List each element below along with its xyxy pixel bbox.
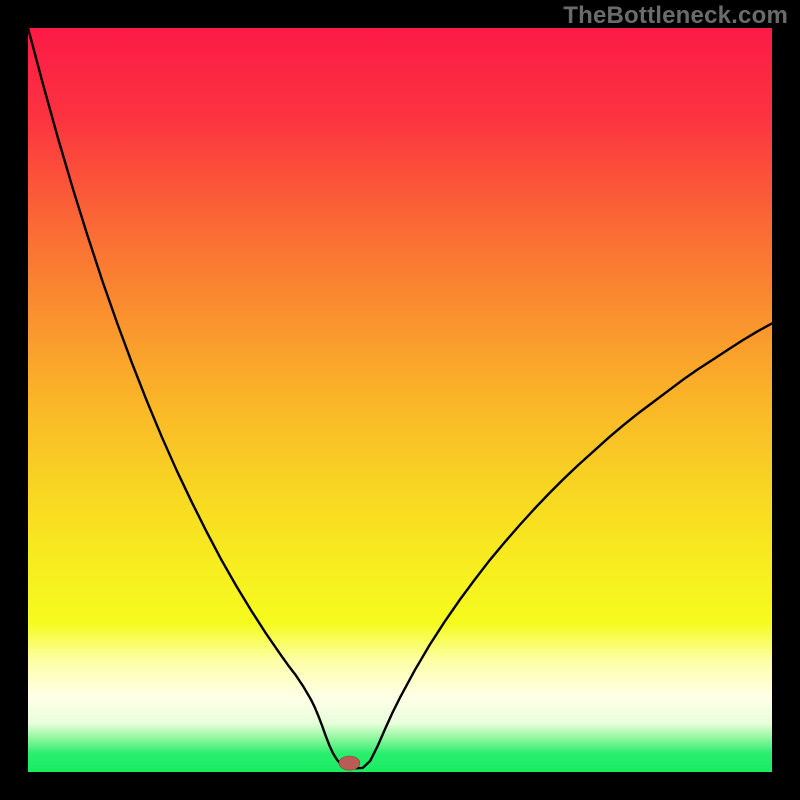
chart-background: [28, 28, 772, 772]
chart-frame: TheBottleneck.com: [0, 0, 800, 800]
plot-area: [28, 28, 772, 772]
watermark-text: TheBottleneck.com: [563, 2, 788, 30]
bottleneck-curve-chart: [28, 28, 772, 772]
optimal-point-marker: [339, 756, 360, 770]
